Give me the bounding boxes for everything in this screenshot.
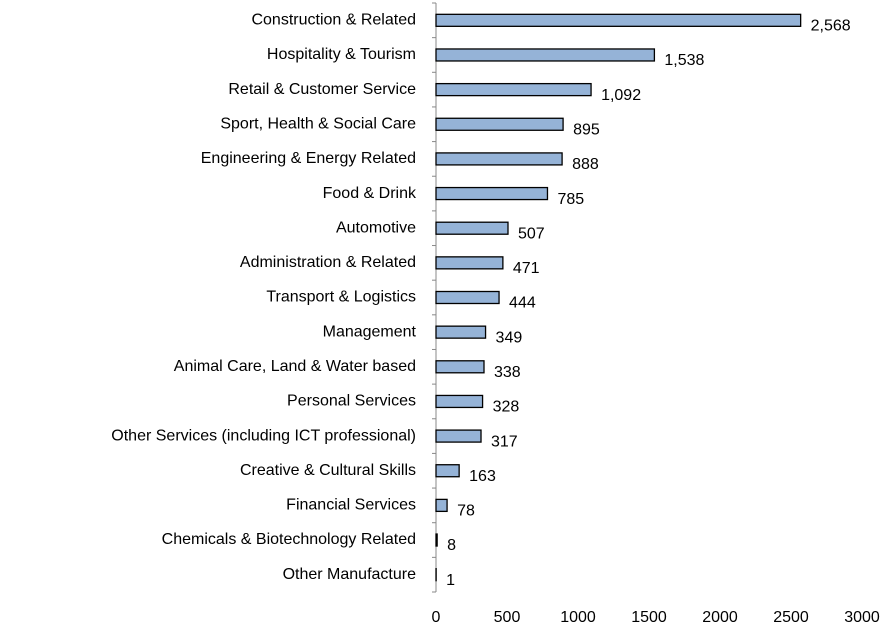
bar	[435, 117, 564, 131]
bar	[435, 186, 549, 201]
x-tick-label: 2500	[773, 609, 809, 626]
value-label: 317	[491, 433, 518, 450]
value-label: 1,538	[664, 52, 704, 69]
value-label: 163	[469, 468, 496, 485]
value-label: 444	[509, 295, 536, 312]
value-label: 1,092	[601, 87, 641, 104]
y-tick-label: Hospitality & Tourism	[267, 46, 416, 63]
y-tick-label: Transport & Logistics	[266, 289, 416, 306]
value-label: 349	[496, 329, 523, 346]
value-label: 328	[493, 399, 520, 416]
y-tick-label: Construction & Related	[251, 12, 416, 29]
x-tick-label: 0	[432, 609, 441, 626]
value-label: 895	[573, 121, 600, 138]
bar	[435, 256, 504, 270]
bar	[435, 498, 448, 513]
y-tick-label: Management	[323, 323, 417, 340]
bar	[435, 429, 482, 443]
y-tick-label: Other Services (including ICT profession…	[111, 427, 416, 444]
x-tick-label: 500	[494, 609, 521, 626]
y-tick-label: Financial Services	[286, 497, 416, 514]
bar	[435, 13, 802, 27]
x-tick-label: 1500	[631, 609, 667, 626]
value-label: 8	[447, 537, 456, 554]
value-label: 888	[572, 156, 599, 173]
bar	[435, 325, 487, 339]
y-tick-label: Retail & Customer Service	[228, 81, 416, 98]
y-tick-label: Automotive	[336, 219, 416, 236]
bar	[435, 394, 484, 409]
value-label: 338	[494, 364, 521, 381]
value-label: 2,568	[811, 18, 851, 35]
x-tick-label: 2000	[702, 609, 738, 626]
bar	[435, 290, 500, 305]
bar	[435, 360, 485, 374]
y-tick-label: Engineering & Energy Related	[201, 150, 416, 167]
x-tick-label: 1000	[560, 609, 596, 626]
y-tick-label: Creative & Cultural Skills	[240, 462, 416, 479]
bar	[435, 48, 656, 62]
value-label: 78	[457, 503, 475, 520]
bar	[435, 82, 592, 97]
y-tick-label: Personal Services	[287, 393, 416, 410]
value-label: 1	[446, 572, 455, 589]
y-tick-label: Food & Drink	[323, 185, 417, 202]
y-tick-label: Administration & Related	[240, 254, 416, 271]
value-label: 507	[518, 225, 545, 242]
value-label: 785	[557, 191, 584, 208]
y-tick-label: Sport, Health & Social Care	[220, 115, 416, 132]
value-label: 471	[513, 260, 540, 277]
bar	[435, 221, 509, 235]
x-tick-label: 3000	[844, 609, 880, 626]
bar	[435, 152, 563, 166]
bar	[435, 533, 438, 547]
y-tick-label: Animal Care, Land & Water based	[174, 358, 416, 375]
y-tick-label: Other Manufacture	[283, 566, 417, 583]
bar	[435, 464, 460, 478]
y-tick-label: Chemicals & Biotechnology Related	[162, 531, 416, 548]
